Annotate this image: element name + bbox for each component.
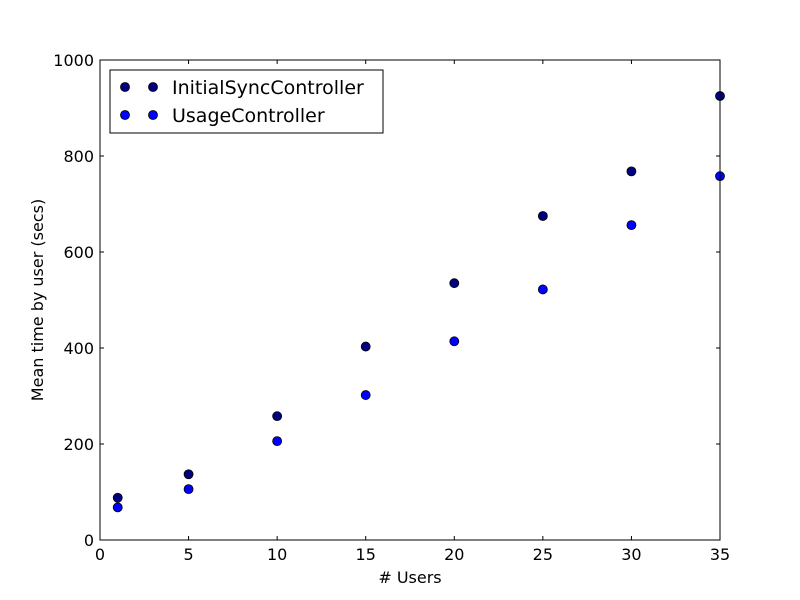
- y-axis-label: Mean time by user (secs): [28, 199, 47, 401]
- y-tick-label: 0: [84, 531, 94, 550]
- x-tick-label: 5: [183, 545, 193, 564]
- axis-ticks: [99, 59, 721, 541]
- legend-marker: [148, 82, 158, 92]
- x-tick-label: 10: [267, 545, 287, 564]
- data-point: [537, 211, 548, 221]
- legend-box: [109, 69, 384, 134]
- data-point: [112, 502, 123, 513]
- x-tick-label: 15: [356, 545, 376, 564]
- data-point: [360, 341, 371, 352]
- data-point: [537, 284, 548, 295]
- x-tick-label: 20: [444, 545, 464, 564]
- y-tick-label: 800: [63, 147, 94, 166]
- x-axis-label: # Users: [378, 568, 441, 587]
- legend-label: InitialSyncController: [172, 77, 364, 99]
- data-point: [360, 390, 371, 400]
- plot-frame: [99, 59, 721, 541]
- y-tick-label: 600: [63, 243, 94, 262]
- y-tick-label: 1000: [53, 51, 94, 70]
- legend-marker: [120, 82, 130, 92]
- data-point: [183, 484, 194, 495]
- data-point: [183, 469, 194, 480]
- x-tick-label: 25: [533, 545, 553, 564]
- data-point: [272, 436, 283, 447]
- x-tick-label: 35: [710, 545, 730, 564]
- legend-marker: [120, 110, 130, 120]
- x-tick-label: 30: [621, 545, 641, 564]
- series-0-points: [112, 91, 725, 503]
- data-point: [449, 336, 460, 347]
- data-point: [626, 220, 637, 231]
- legend-item: InitialSyncController: [120, 77, 364, 99]
- legend-label: UsageController: [172, 105, 325, 127]
- x-tick-label: 0: [95, 545, 105, 564]
- data-point: [626, 166, 637, 177]
- data-point: [112, 492, 123, 503]
- y-tick-label: 400: [63, 339, 94, 358]
- y-tick-label: 200: [63, 435, 94, 454]
- legend: InitialSyncController UsageController: [109, 69, 384, 134]
- data-point: [272, 411, 283, 422]
- legend-marker: [148, 110, 158, 120]
- data-point: [449, 278, 460, 289]
- legend-item: UsageController: [120, 105, 325, 127]
- data-points: [112, 91, 725, 513]
- axis-tick-labels: 0 5 10 15 20 25 30 35 0 200 400 600 800 1000: [53, 51, 730, 564]
